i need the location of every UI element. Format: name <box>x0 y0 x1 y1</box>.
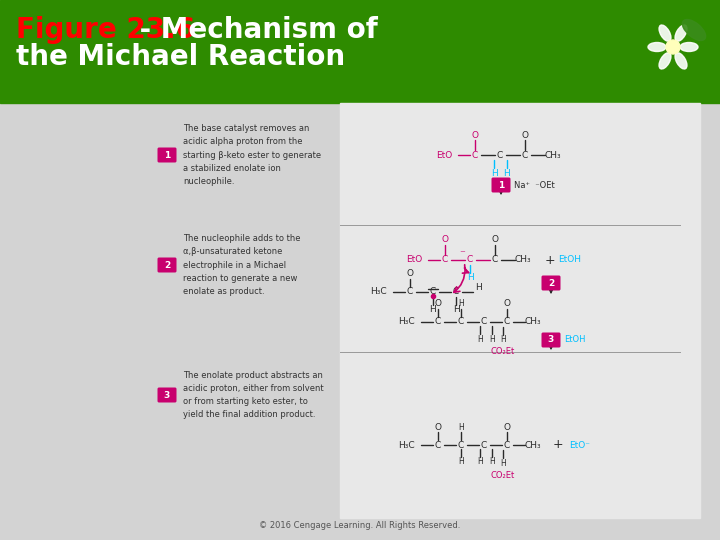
Text: 1: 1 <box>164 151 170 159</box>
FancyBboxPatch shape <box>158 388 176 402</box>
Ellipse shape <box>659 53 671 69</box>
Ellipse shape <box>659 25 671 41</box>
Text: CH₃: CH₃ <box>515 255 531 265</box>
Text: C: C <box>497 151 503 159</box>
Text: O: O <box>407 269 413 279</box>
Text: H: H <box>500 458 506 468</box>
Ellipse shape <box>683 19 706 40</box>
Text: Na⁺  ⁻OEt: Na⁺ ⁻OEt <box>514 180 554 190</box>
Ellipse shape <box>675 25 687 41</box>
Text: C: C <box>430 287 436 296</box>
Text: O: O <box>434 300 441 308</box>
Text: H: H <box>477 334 483 343</box>
Text: C: C <box>442 255 448 265</box>
Text: C: C <box>492 255 498 265</box>
Text: C: C <box>467 255 473 265</box>
Text: H: H <box>490 168 498 178</box>
Text: C: C <box>458 441 464 449</box>
Text: C: C <box>407 287 413 296</box>
Bar <box>340 103 700 518</box>
Text: H: H <box>474 284 482 293</box>
Text: H₃C: H₃C <box>398 441 415 449</box>
Text: H₃C: H₃C <box>370 287 387 296</box>
FancyBboxPatch shape <box>492 178 510 192</box>
Text: EtOH: EtOH <box>559 255 582 265</box>
Text: +: + <box>545 253 555 267</box>
Text: Figure 23.6: Figure 23.6 <box>16 16 195 44</box>
Bar <box>0 0 720 103</box>
Text: EtOH: EtOH <box>564 335 585 345</box>
Text: CO₂Et: CO₂Et <box>491 348 515 356</box>
Text: H: H <box>430 305 436 314</box>
Text: O: O <box>492 235 498 245</box>
Text: O: O <box>503 300 510 308</box>
Text: C: C <box>522 151 528 159</box>
Text: +: + <box>553 438 563 451</box>
Text: C: C <box>453 287 459 296</box>
Text: O: O <box>441 235 449 245</box>
Text: CH₃: CH₃ <box>545 151 562 159</box>
Text: CH₃: CH₃ <box>525 318 541 327</box>
Text: ⁻: ⁻ <box>459 249 465 259</box>
Text: O: O <box>521 131 528 139</box>
Text: The enolate product abstracts an
acidic proton, either from solvent
or from star: The enolate product abstracts an acidic … <box>183 370 323 419</box>
Text: H: H <box>453 306 459 314</box>
Text: the Michael Reaction: the Michael Reaction <box>16 43 345 71</box>
Text: C: C <box>481 441 487 449</box>
Text: C: C <box>435 318 441 327</box>
FancyBboxPatch shape <box>541 275 560 291</box>
FancyBboxPatch shape <box>158 147 176 163</box>
Text: H: H <box>458 300 464 308</box>
Text: C: C <box>481 318 487 327</box>
Ellipse shape <box>675 53 687 69</box>
Text: - Mechanism of: - Mechanism of <box>130 16 378 44</box>
Text: 1: 1 <box>498 180 504 190</box>
Text: H: H <box>500 335 506 345</box>
Text: © 2016 Cengage Learning. All Rights Reserved.: © 2016 Cengage Learning. All Rights Rese… <box>259 521 461 530</box>
Text: O: O <box>472 131 479 139</box>
Circle shape <box>666 40 680 54</box>
Text: C: C <box>458 318 464 327</box>
Text: C: C <box>504 441 510 449</box>
Text: C: C <box>472 151 478 159</box>
Text: EtO: EtO <box>436 151 452 159</box>
Text: CO₂Et: CO₂Et <box>491 470 515 480</box>
Text: O: O <box>503 422 510 431</box>
Text: C: C <box>504 318 510 327</box>
FancyBboxPatch shape <box>158 258 176 273</box>
Text: H: H <box>458 457 464 467</box>
Text: H: H <box>489 457 495 467</box>
Text: H₃C: H₃C <box>398 318 415 327</box>
Text: 3: 3 <box>548 335 554 345</box>
Text: 2: 2 <box>164 260 170 269</box>
FancyBboxPatch shape <box>541 333 560 348</box>
Text: The nucleophile adds to the
α,β-unsaturated ketone
electrophile in a Michael
rea: The nucleophile adds to the α,β-unsatura… <box>183 234 300 296</box>
Text: 2: 2 <box>548 279 554 287</box>
Text: EtO: EtO <box>406 255 422 265</box>
Text: H: H <box>477 457 483 467</box>
Text: CH₃: CH₃ <box>525 441 541 449</box>
Ellipse shape <box>648 43 666 51</box>
Text: C: C <box>435 441 441 449</box>
Text: 3: 3 <box>164 390 170 400</box>
Text: H: H <box>489 334 495 343</box>
Text: H: H <box>503 168 510 178</box>
Text: The base catalyst removes an
acidic alpha proton from the
starting β-keto ester : The base catalyst removes an acidic alph… <box>183 124 321 186</box>
Text: O: O <box>434 422 441 431</box>
Text: H: H <box>458 422 464 431</box>
Ellipse shape <box>680 43 698 51</box>
Text: H: H <box>467 273 473 282</box>
Text: EtO⁻: EtO⁻ <box>570 441 590 449</box>
